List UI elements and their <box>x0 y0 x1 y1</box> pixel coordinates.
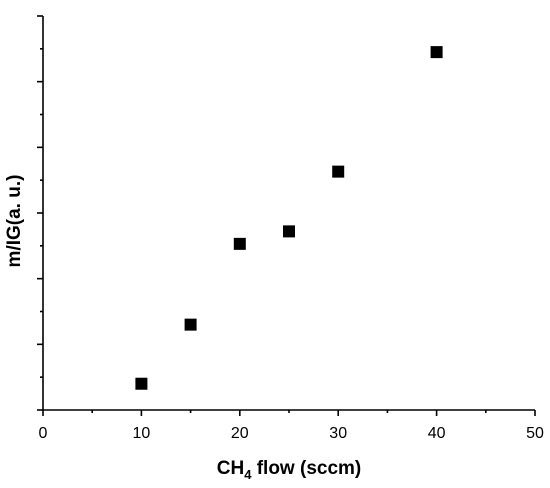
data-point <box>184 318 197 331</box>
data-point <box>430 46 443 59</box>
x-tick-label: 20 <box>231 425 249 442</box>
y-axis-title: m/IG(a. u.) <box>4 175 25 268</box>
x-axis-title-suffix: flow (sccm) <box>251 458 361 479</box>
x-ticks: 0 10 20 30 40 50 <box>39 410 544 442</box>
data-points <box>135 46 443 390</box>
data-point <box>283 225 295 238</box>
x-tick-label: 50 <box>526 425 544 442</box>
data-point <box>233 237 246 250</box>
data-point <box>135 377 148 390</box>
x-tick-label: 0 <box>39 425 48 442</box>
axes <box>42 16 535 411</box>
x-axis-title: CH4 flow (sccm) <box>217 458 362 482</box>
data-point <box>332 165 345 178</box>
x-tick-label: 10 <box>133 425 151 442</box>
x-axis-title-main: CH <box>217 458 244 479</box>
x-tick-label: 40 <box>428 425 446 442</box>
x-axis-title-subscript: 4 <box>244 467 252 482</box>
x-tick-label: 30 <box>329 425 347 442</box>
y-ticks <box>37 15 43 411</box>
